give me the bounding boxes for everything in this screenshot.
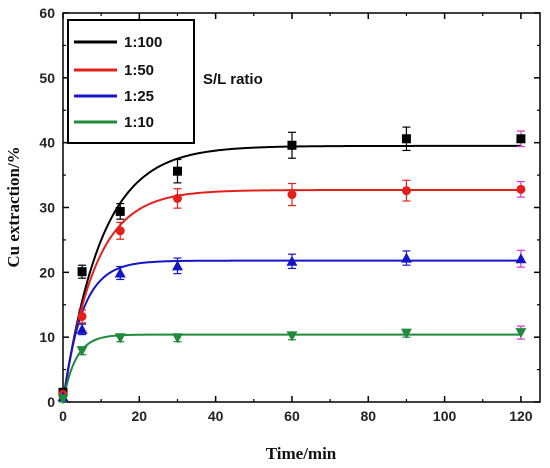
data-point-1-25	[400, 252, 412, 263]
legend-label-1-50: 1:50	[124, 62, 154, 79]
x-axis-title: Time/min	[266, 444, 337, 463]
data-point-1-10	[57, 394, 69, 405]
data-point-1-25	[515, 253, 527, 264]
data-markers	[57, 134, 527, 405]
y-tick-labels: 0 10 20 30 40 50 60	[39, 5, 55, 410]
y-tick-label: 10	[39, 329, 55, 345]
data-point-1-10	[515, 328, 527, 339]
data-point-1-50	[516, 184, 526, 194]
data-point-1-10	[76, 346, 88, 357]
data-point-1-10	[286, 331, 298, 342]
data-point-1-100	[287, 140, 297, 150]
x-tick-label: 120	[509, 408, 533, 424]
data-point-1-50	[115, 226, 125, 236]
legend-label-1-100: 1:100	[124, 34, 162, 51]
legend-label-1-25: 1:25	[124, 88, 154, 105]
data-point-1-25	[114, 267, 126, 278]
data-point-1-25	[171, 260, 183, 271]
data-point-1-10	[114, 333, 126, 344]
x-tick-label: 0	[59, 408, 67, 424]
data-point-1-100	[516, 134, 526, 144]
legend-label-1-10: 1:10	[124, 114, 154, 131]
data-point-1-100	[401, 134, 411, 144]
x-tick-labels: 0 20 40 60 80 100 120	[59, 408, 533, 424]
data-point-1-25	[76, 323, 88, 334]
data-point-1-10	[400, 328, 412, 339]
x-tick-label: 80	[360, 408, 376, 424]
y-tick-label: 60	[39, 5, 55, 21]
x-tick-label: 40	[208, 408, 224, 424]
y-tick-label: 30	[39, 200, 55, 216]
y-axis-title: Cu extraction/%	[4, 146, 23, 267]
legend: 1:100 1:50 1:25 1:10	[67, 19, 195, 144]
x-tick-label: 20	[132, 408, 148, 424]
data-point-1-50	[287, 190, 297, 200]
y-tick-label: 40	[39, 135, 55, 151]
data-point-1-100	[77, 267, 87, 277]
x-tick-label: 100	[433, 408, 457, 424]
data-point-1-100	[172, 166, 182, 176]
data-point-1-10	[171, 333, 183, 344]
data-point-1-100	[115, 206, 125, 216]
x-tick-label: 60	[284, 408, 300, 424]
sl-ratio-annotation: S/L ratio	[203, 71, 263, 88]
y-tick-label: 20	[39, 264, 55, 280]
y-tick-label: 0	[47, 394, 55, 410]
y-tick-label: 50	[39, 70, 55, 86]
data-point-1-50	[401, 186, 411, 196]
data-point-1-50	[77, 311, 87, 321]
data-point-1-50	[172, 193, 182, 203]
data-point-1-25	[286, 255, 298, 266]
